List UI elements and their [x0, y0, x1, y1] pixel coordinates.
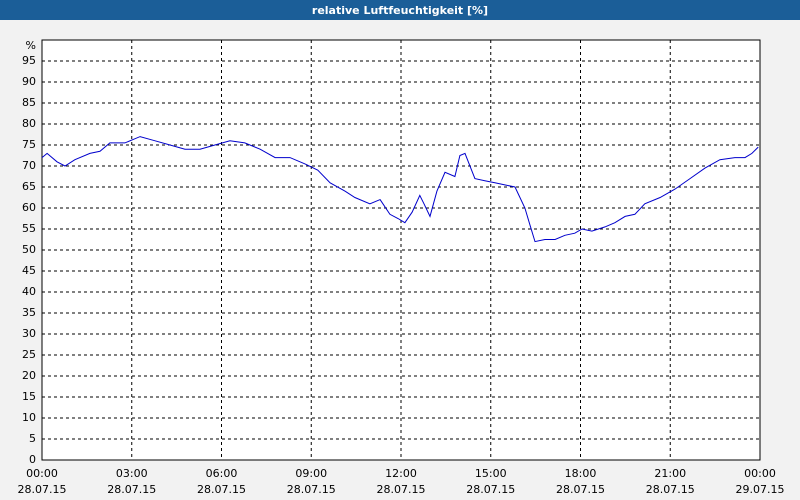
x-tick-label: 03:00 28.07.15 [107, 467, 156, 496]
y-tick-label: 10 [22, 411, 36, 424]
x-tick-label: 06:00 28.07.15 [197, 467, 246, 496]
plot-frame [41, 39, 761, 461]
y-tick-label: 20 [22, 369, 36, 382]
y-tick-label: 30 [22, 327, 36, 340]
data-line [41, 136, 759, 243]
x-tick-label: 09:00 28.07.15 [287, 467, 336, 496]
x-tick-label: 21:00 28.07.15 [646, 467, 695, 496]
title-bar [0, 0, 800, 20]
chart-title: relative Luftfeuchtigkeit [%] [312, 4, 488, 17]
y-unit: % [26, 39, 36, 52]
y-tick-label: 45 [22, 264, 36, 277]
y-tick-label: 5 [29, 432, 36, 445]
y-tick-label: 90 [22, 75, 36, 88]
y-tick-label: 0 [29, 453, 36, 466]
y-tick-label: 25 [22, 348, 36, 361]
y-tick-label: 85 [22, 96, 36, 109]
y-tick-label: 40 [22, 285, 36, 298]
x-tick-label: 12:00 28.07.15 [377, 467, 426, 496]
x-tick-label: 18:00 28.07.15 [556, 467, 605, 496]
y-tick-label: 70 [22, 159, 36, 172]
y-tick-label: 35 [22, 306, 36, 319]
x-tick-label: 15:00 28.07.15 [466, 467, 515, 496]
y-tick-label: 75 [22, 138, 36, 151]
y-tick-label: 80 [22, 117, 36, 130]
y-tick-label: 95 [22, 54, 36, 67]
y-tick-label: 50 [22, 243, 36, 256]
y-tick-label: 60 [22, 201, 36, 214]
y-tick-label: 55 [22, 222, 36, 235]
y-tick-label: 15 [22, 390, 36, 403]
x-tick-label: 00:00 29.07.15 [736, 467, 785, 496]
y-tick-label: 65 [22, 180, 36, 193]
x-tick-label: 00:00 28.07.15 [18, 467, 67, 496]
